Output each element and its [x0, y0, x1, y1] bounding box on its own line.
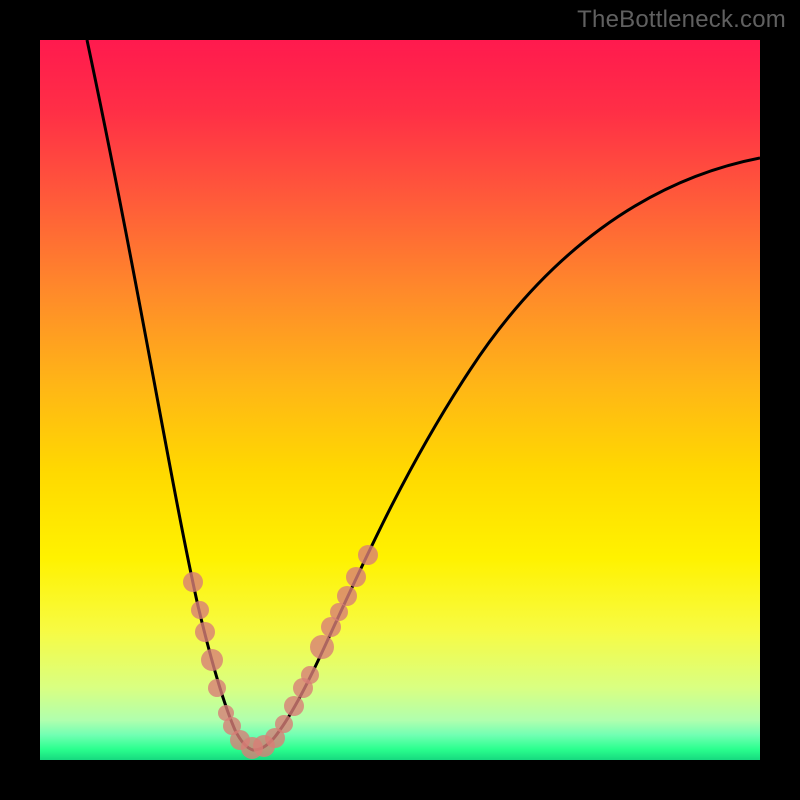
watermark-text: TheBottleneck.com — [577, 6, 786, 34]
data-marker — [346, 567, 366, 587]
data-marker — [191, 601, 209, 619]
data-marker — [337, 586, 357, 606]
data-marker — [208, 679, 226, 697]
bottleneck-chart — [0, 0, 800, 800]
data-marker — [275, 715, 293, 733]
plot-background — [40, 40, 760, 760]
data-marker — [195, 622, 215, 642]
data-marker — [183, 572, 203, 592]
data-marker — [358, 545, 378, 565]
data-marker — [301, 666, 319, 684]
data-marker — [284, 696, 304, 716]
data-marker — [310, 635, 334, 659]
data-marker — [201, 649, 223, 671]
chart-container: TheBottleneck.com — [0, 0, 800, 800]
